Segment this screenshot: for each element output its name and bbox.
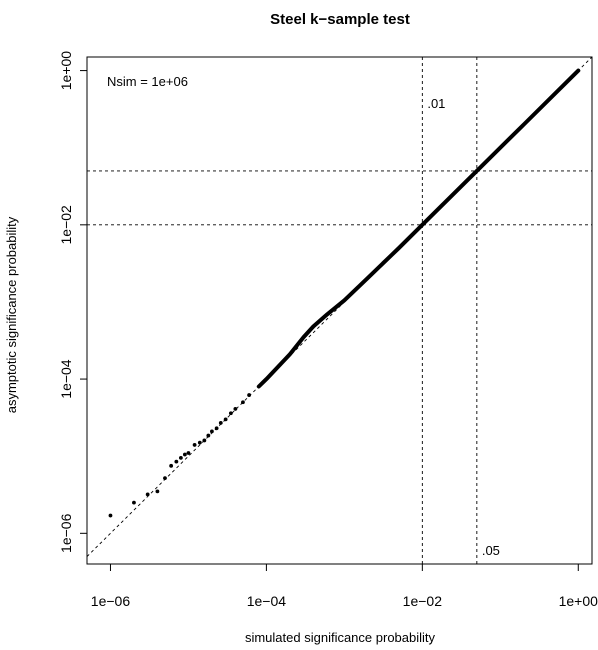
x-tick-label: 1e+00 (559, 593, 598, 609)
data-point (174, 459, 179, 464)
data-point (145, 492, 150, 497)
data-point (155, 489, 160, 494)
data-point (192, 443, 197, 447)
data-point (214, 426, 219, 431)
reference-line-label: .01 (427, 96, 445, 111)
y-axis-label: asymptotic significance probability (4, 216, 19, 413)
x-tick-label: 1e−06 (91, 593, 131, 609)
y-tick-label: 1e−06 (58, 513, 74, 553)
y-tick-label: 1e−04 (58, 359, 74, 399)
data-point (108, 513, 113, 518)
y-tick-label: 1e+00 (58, 51, 74, 91)
data-series-line (256, 68, 581, 389)
data-point (163, 476, 167, 480)
data-point (182, 452, 187, 457)
plot-area: .01 .05 (86, 56, 593, 564)
x-tick-label: 1e−02 (403, 593, 443, 609)
data-point (197, 440, 202, 445)
y-axis: 1e−06 1e−04 1e−02 1e+00 (58, 51, 87, 553)
data-point (186, 451, 191, 455)
data-point (223, 417, 228, 422)
x-tick-label: 1e−04 (247, 593, 287, 609)
data-point (218, 421, 223, 425)
reference-line-label: .05 (482, 543, 500, 558)
data-point (206, 433, 211, 438)
chart-title: Steel k−sample test (270, 11, 410, 28)
nsim-annotation: Nsim = 1e+06 (107, 74, 188, 89)
data-point (178, 456, 183, 460)
data-point (132, 500, 136, 505)
data-point (169, 463, 174, 468)
data-point (228, 411, 233, 416)
x-axis-label: simulated significance probability (245, 630, 436, 645)
data-point (202, 438, 207, 443)
data-point (241, 400, 245, 405)
data-point (210, 429, 214, 434)
data-point (247, 393, 252, 397)
x-axis: 1e−06 1e−04 1e−02 1e+00 (91, 563, 598, 609)
data-point (233, 407, 238, 411)
y-tick-label: 1e−02 (58, 205, 74, 245)
